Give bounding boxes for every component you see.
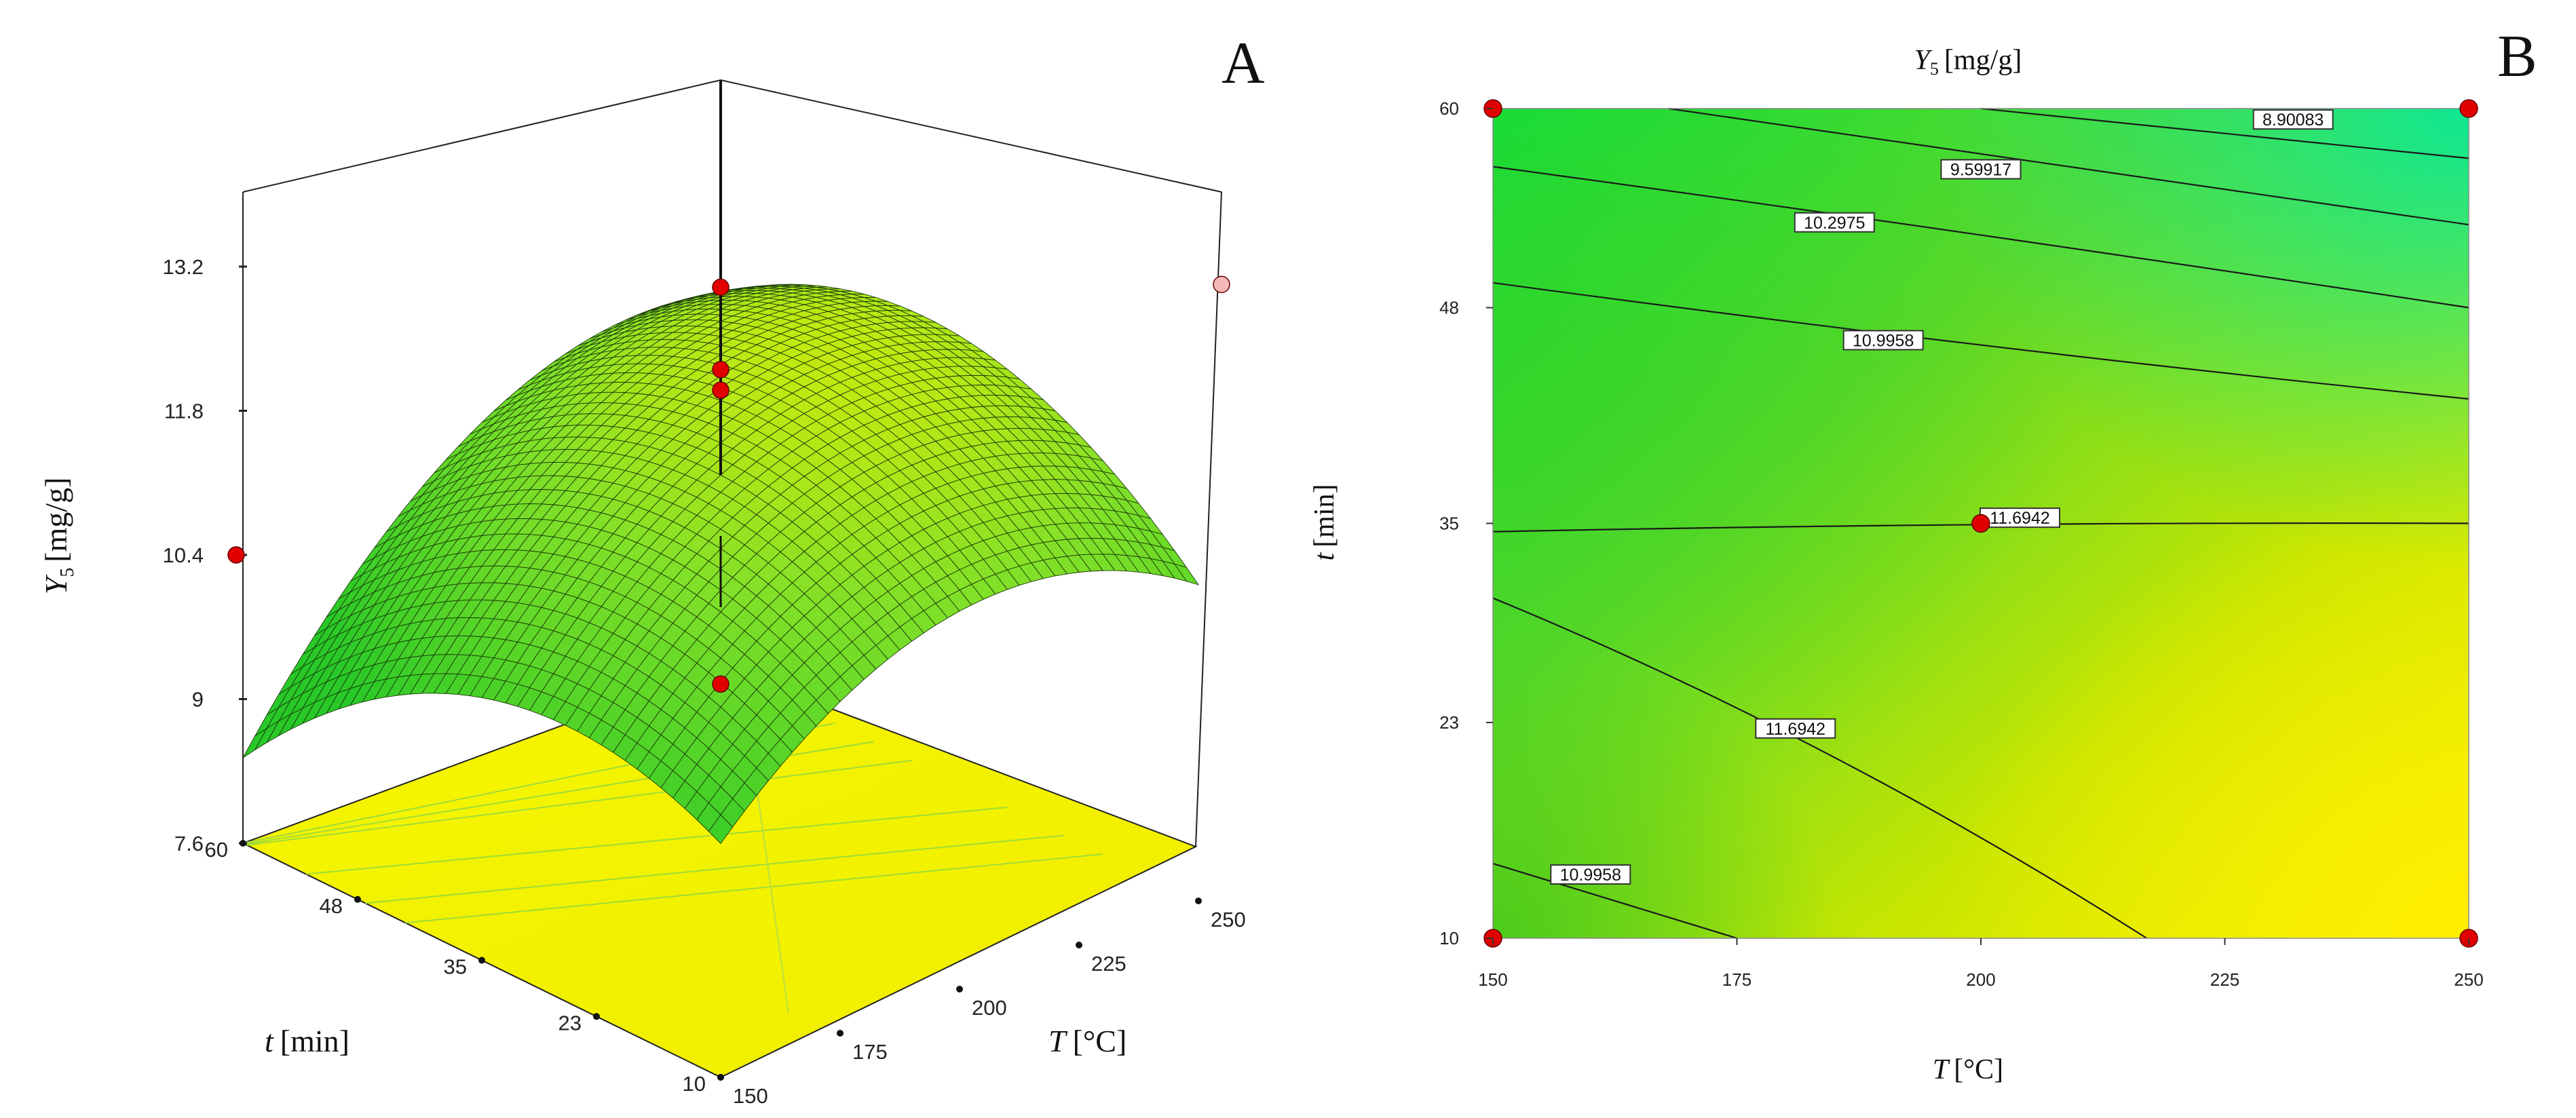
T-axis-title-3d: T [°C]	[1048, 1024, 1126, 1058]
contour-label-box	[1842, 330, 1924, 351]
t-tick-label: 10	[683, 1072, 706, 1096]
z-axis: 7.6 9 10.4 11.8 13.2	[163, 255, 247, 855]
x-tick-label: 250	[2454, 969, 2483, 990]
y-axis-2d: 10 23 35 48 60	[1439, 98, 1493, 948]
t-tick-label: 48	[319, 894, 342, 918]
design-points-3d	[227, 275, 1230, 693]
t-tick-label: 60	[205, 838, 228, 862]
z-tick-label: 13.2	[163, 255, 204, 279]
contour-x-title: T [°C]	[1933, 1054, 2003, 1085]
floor-contour-line	[246, 760, 912, 846]
contour-label-box	[1794, 212, 1875, 233]
design-point	[712, 381, 730, 399]
T-tick-mark	[837, 1030, 844, 1037]
contour-label-box	[1940, 159, 2022, 180]
design-point	[712, 278, 730, 296]
contour-label: 11.6942	[1766, 720, 1826, 739]
panel-b: B Y5 [mg/g] 8.90083 9.59917 10.2975 10.9958 1…	[1309, 24, 2537, 1085]
y-tick-label: 23	[1439, 712, 1459, 733]
T-tick-mark	[1195, 898, 1202, 904]
response-surface	[242, 284, 1200, 845]
x-tick-label: 150	[1478, 969, 1507, 990]
z-axis-title: Y5[mg/g]	[39, 478, 78, 595]
design-point	[712, 361, 730, 379]
surface-cell	[708, 814, 734, 845]
t-tick-label: 35	[444, 955, 467, 979]
T-tick-mark	[956, 986, 963, 992]
contour-label: 10.2975	[1804, 214, 1865, 233]
T-tick-label: 225	[1091, 952, 1126, 976]
x-tick-label: 175	[1722, 969, 1751, 990]
contour-label-box	[1980, 507, 2061, 528]
floor-contour-line	[365, 834, 1065, 904]
T-tick-label: 150	[733, 1084, 768, 1108]
T-axis-3d: 150 175 200 225 250	[717, 898, 1246, 1108]
z-tick-label: 11.8	[164, 400, 204, 423]
contour-label: 10.9958	[1560, 866, 1621, 885]
t-tick-mark	[240, 840, 246, 847]
y-tick-label: 48	[1439, 298, 1459, 318]
svg-text:t[min]: t[min]	[1309, 484, 1340, 561]
panel-a-letter: A	[1221, 31, 1265, 96]
z-tick-label: 9	[192, 688, 204, 712]
T-tick-label: 175	[852, 1040, 888, 1064]
panel-a: A 7.6 9 10.4 11.8 13.2 10 23 35 48 60 150 175 200 2…	[39, 31, 1265, 1108]
t-tick-mark	[478, 957, 485, 964]
T-tick-label: 250	[1211, 908, 1246, 931]
contour-line	[1492, 282, 2469, 400]
contour-title: Y5 [mg/g]	[1914, 45, 2022, 79]
t-axis-title-3d: t [min]	[265, 1024, 349, 1058]
contour-line	[1980, 107, 2469, 159]
contour-label-box	[2252, 109, 2334, 130]
contour-line	[1492, 166, 2469, 309]
contour-line	[1668, 107, 2469, 226]
design-point-2d	[2459, 99, 2478, 118]
floor-contour-line	[305, 807, 1008, 875]
t-axis-3d: 10 23 35 48 60	[205, 838, 724, 1096]
contour-label: 11.6942	[1990, 509, 2050, 528]
floor-contour-line	[405, 853, 1103, 924]
svg-text:Y5[mg/g]: Y5[mg/g]	[39, 478, 78, 595]
contour-labels: 8.90083 9.59917 10.2975 10.9958 11.6942 11.69…	[1550, 109, 2334, 885]
z-tick-label: 10.4	[163, 543, 204, 567]
T-tick-mark	[717, 1074, 724, 1081]
t-tick-label: 23	[558, 1011, 581, 1035]
design-point-2d	[1971, 514, 1990, 533]
design-point	[1213, 275, 1230, 293]
floor-contour-lines	[242, 676, 1103, 1014]
y-tick-label: 60	[1439, 98, 1459, 119]
contour-label-box	[1550, 864, 1631, 885]
contour-label-box	[1755, 718, 1836, 739]
y-tick-label: 35	[1439, 514, 1459, 534]
contour-label: 10.9958	[1853, 331, 1914, 350]
T-tick-label: 200	[972, 996, 1007, 1020]
x-tick-label: 225	[2210, 969, 2239, 990]
y-tick-label: 10	[1439, 928, 1459, 948]
panel-b-letter: B	[2497, 24, 2537, 90]
x-axis-2d: 150 175 200 225 250	[1478, 938, 2484, 990]
design-point	[712, 675, 730, 693]
contour-label: 8.90083	[2262, 111, 2324, 130]
design-point	[227, 546, 245, 564]
contour-label: 9.59917	[1950, 161, 2011, 180]
contour-y-title: t[min]	[1309, 484, 1340, 561]
x-tick-label: 200	[1966, 969, 1995, 990]
T-tick-mark	[1076, 942, 1082, 948]
z-tick-label: 7.6	[174, 832, 204, 855]
contour-line	[1492, 597, 2148, 939]
t-tick-mark	[354, 895, 361, 903]
t-tick-mark	[592, 1013, 600, 1020]
design-points-2d	[1483, 99, 2478, 948]
